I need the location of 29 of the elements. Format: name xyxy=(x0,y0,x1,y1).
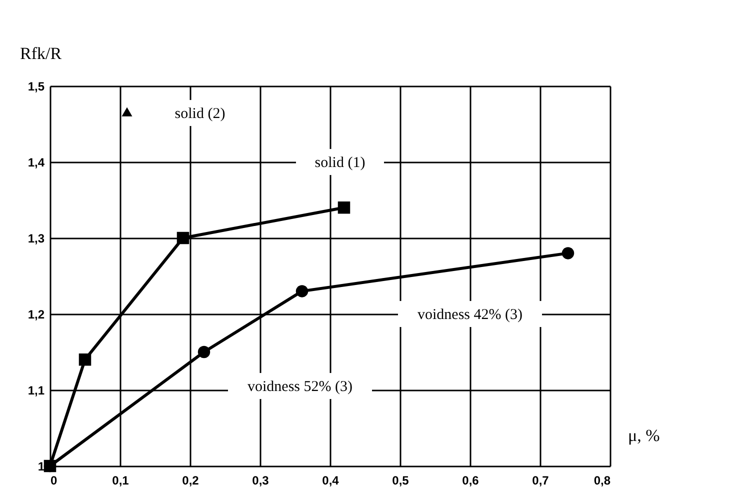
point xyxy=(122,107,132,116)
annotation: solid (2) xyxy=(174,106,226,122)
y-tick-label: 1,2 xyxy=(28,308,45,322)
point xyxy=(78,353,92,366)
annotation: solid (1) xyxy=(314,155,366,171)
x-tick-label: 0 xyxy=(50,474,58,488)
x-tick-label: 0,7 xyxy=(532,474,550,488)
annotation: voidness 52% (3) xyxy=(248,379,352,395)
y-axis-title: Rfk/R xyxy=(20,44,62,63)
x-tick-label: 0,8 xyxy=(594,474,611,488)
x-tick-label: 0,6 xyxy=(462,474,480,488)
y-tick-label: 1 xyxy=(38,460,45,474)
x-tick-label: 0,5 xyxy=(392,474,410,488)
y-tick-label: 1,4 xyxy=(28,156,45,170)
point xyxy=(198,346,210,358)
point xyxy=(296,285,308,298)
point xyxy=(562,247,574,260)
y-tick-label: 1,3 xyxy=(28,232,45,246)
x-tick-label: 0,1 xyxy=(112,474,130,488)
y-tick-label: 1,1 xyxy=(28,384,45,398)
point xyxy=(44,460,56,472)
x-tick-label: 0,2 xyxy=(182,474,200,488)
x-axis-title: μ, % xyxy=(628,426,660,445)
point xyxy=(338,201,350,214)
annotation: voidness 42% (3) xyxy=(418,307,522,323)
y-tick-label: 1,5 xyxy=(28,80,45,94)
x-tick-label: 0,3 xyxy=(252,474,270,488)
x-tick-label: 0,4 xyxy=(322,474,340,488)
point xyxy=(176,232,190,244)
